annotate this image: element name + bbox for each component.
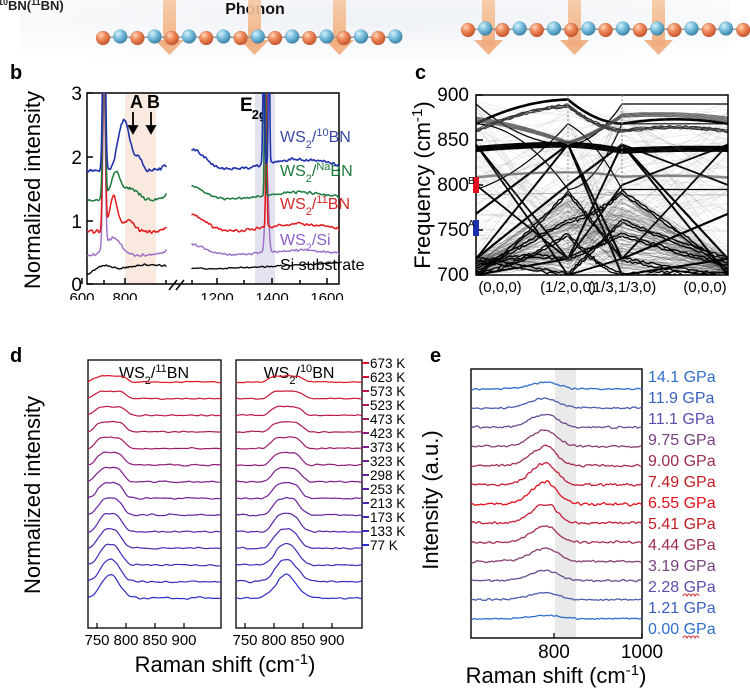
svg-text:6.55 GPa: 6.55 GPa — [648, 495, 716, 512]
svg-text:2.28 GPa: 2.28 GPa — [648, 579, 716, 596]
svg-text:9.75 GPa: 9.75 GPa — [648, 432, 716, 449]
svg-text:1.21 GPa: 1.21 GPa — [648, 600, 716, 617]
svg-text:4.44 GPa: 4.44 GPa — [648, 537, 716, 554]
svg-text:11.9 GPa: 11.9 GPa — [648, 390, 715, 407]
svg-text:9.00 GPa: 9.00 GPa — [648, 453, 716, 470]
svg-text:1000: 1000 — [621, 642, 663, 663]
svg-text:Intensity (a.u.): Intensity (a.u.) — [418, 430, 443, 569]
svg-text:Raman shift (cm-1): Raman shift (cm-1) — [466, 662, 647, 689]
svg-text:5.41 GPa: 5.41 GPa — [648, 516, 716, 533]
svg-text:0.00 GPa: 0.00 GPa — [648, 621, 716, 638]
svg-text:3.19 GPa: 3.19 GPa — [648, 558, 716, 575]
svg-text:14.1 GPa: 14.1 GPa — [648, 369, 716, 386]
svg-text:800: 800 — [538, 642, 570, 663]
svg-text:7.49 GPa: 7.49 GPa — [648, 474, 716, 491]
svg-text:11.1 GPa: 11.1 GPa — [648, 411, 715, 428]
